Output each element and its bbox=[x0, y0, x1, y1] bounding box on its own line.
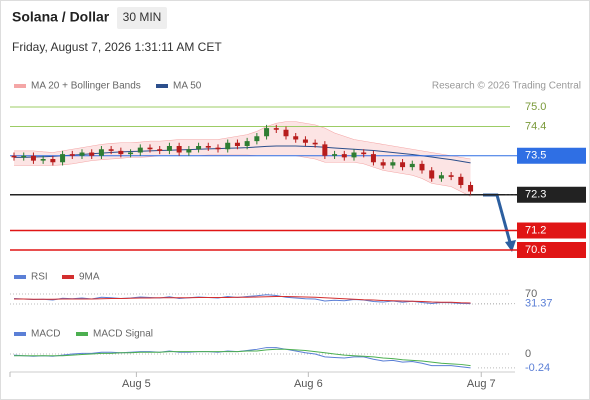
candle-body bbox=[254, 136, 260, 142]
candle-body bbox=[273, 128, 279, 130]
candle-body bbox=[341, 154, 347, 158]
candle-body bbox=[30, 155, 36, 161]
x-tick-label: Aug 7 bbox=[467, 378, 496, 390]
x-tick-label: Aug 6 bbox=[294, 378, 323, 390]
legend-label: MA 50 bbox=[173, 81, 202, 92]
level-badge bbox=[517, 222, 586, 239]
chart-title: Solana / Dollar bbox=[12, 9, 110, 25]
candle-body bbox=[11, 155, 17, 158]
candle-body bbox=[166, 146, 172, 151]
arrow-head bbox=[505, 240, 516, 252]
candle-body bbox=[128, 152, 134, 155]
candle-body bbox=[322, 144, 328, 156]
band-upper bbox=[14, 121, 471, 160]
candle-body bbox=[21, 155, 27, 158]
candle-body bbox=[429, 170, 435, 179]
candle-body bbox=[225, 142, 231, 150]
legend-swatch bbox=[14, 332, 26, 336]
candle-body bbox=[118, 150, 124, 155]
candle-body bbox=[50, 159, 56, 163]
last-value: -0.24 bbox=[525, 362, 550, 374]
candle-body bbox=[264, 128, 270, 137]
candle-body bbox=[186, 149, 192, 153]
candle-body bbox=[302, 139, 308, 143]
level-label: 71.2 bbox=[525, 224, 546, 236]
datetime: Friday, August 7, 2026 1:31:11 AM CET bbox=[12, 40, 222, 54]
level-label: 70.6 bbox=[525, 244, 546, 256]
legend-swatch bbox=[62, 275, 74, 279]
candle-body bbox=[468, 185, 474, 192]
last-badge bbox=[519, 297, 559, 310]
candle-body bbox=[409, 163, 415, 168]
level-label: 75.0 bbox=[525, 101, 546, 113]
legend-swatch bbox=[14, 275, 26, 279]
candle-body bbox=[137, 147, 143, 153]
credit: Research © 2026 Trading Central bbox=[432, 81, 581, 92]
legend-label: MA 20 + Bollinger Bands bbox=[31, 81, 141, 92]
candle-body bbox=[40, 159, 46, 161]
legend-label: 9MA bbox=[79, 272, 100, 283]
candle-body bbox=[98, 149, 104, 156]
candle-body bbox=[176, 146, 182, 153]
candle-body bbox=[332, 154, 338, 156]
candle-body bbox=[361, 152, 367, 155]
interval: 30 MIN bbox=[123, 10, 162, 24]
candle-body bbox=[370, 154, 376, 163]
candle-body bbox=[390, 162, 396, 166]
y-tick-label: 70 bbox=[525, 288, 537, 300]
candle-body bbox=[79, 152, 85, 156]
level-label: 72.3 bbox=[525, 189, 546, 201]
candle-body bbox=[215, 147, 221, 150]
candle-body bbox=[312, 142, 318, 145]
bollinger-band bbox=[14, 121, 471, 197]
candle-body bbox=[205, 146, 211, 148]
legend-swatch bbox=[156, 84, 168, 88]
candle-body bbox=[157, 149, 163, 151]
legend-label: RSI bbox=[31, 272, 48, 283]
candle-body bbox=[69, 154, 75, 156]
candle-body bbox=[419, 163, 425, 171]
legend-swatch bbox=[76, 332, 88, 336]
candle-body bbox=[147, 147, 153, 150]
candle-body bbox=[438, 175, 444, 179]
level-label: 74.4 bbox=[525, 120, 546, 132]
candle-body bbox=[283, 129, 289, 137]
band-lower bbox=[14, 154, 471, 197]
candle-body bbox=[89, 152, 95, 156]
candle-body bbox=[458, 176, 464, 185]
level-label: 73.5 bbox=[525, 150, 546, 162]
indicator-line bbox=[14, 296, 471, 304]
legend-label: MACD Signal bbox=[93, 329, 153, 340]
indicator-line bbox=[14, 348, 471, 367]
candle-body bbox=[351, 152, 357, 158]
last-badge bbox=[519, 361, 559, 374]
y-tick-label: 0 bbox=[525, 348, 531, 360]
candle-body bbox=[60, 154, 66, 163]
candle-body bbox=[400, 162, 406, 168]
candle-body bbox=[234, 142, 240, 146]
legend-label: MACD bbox=[31, 329, 60, 340]
candle-body bbox=[448, 175, 454, 177]
candle-body bbox=[293, 136, 299, 140]
candle-body bbox=[244, 141, 250, 146]
legend-swatch bbox=[14, 84, 26, 88]
candle-body bbox=[108, 149, 114, 151]
x-tick-label: Aug 5 bbox=[122, 378, 151, 390]
candle-body bbox=[196, 146, 202, 150]
level-badge bbox=[517, 242, 586, 258]
level-badge bbox=[517, 186, 586, 203]
level-badge bbox=[517, 147, 586, 164]
last-value: 31.37 bbox=[525, 298, 553, 310]
interval-box bbox=[117, 7, 167, 29]
candle-body bbox=[380, 162, 386, 166]
